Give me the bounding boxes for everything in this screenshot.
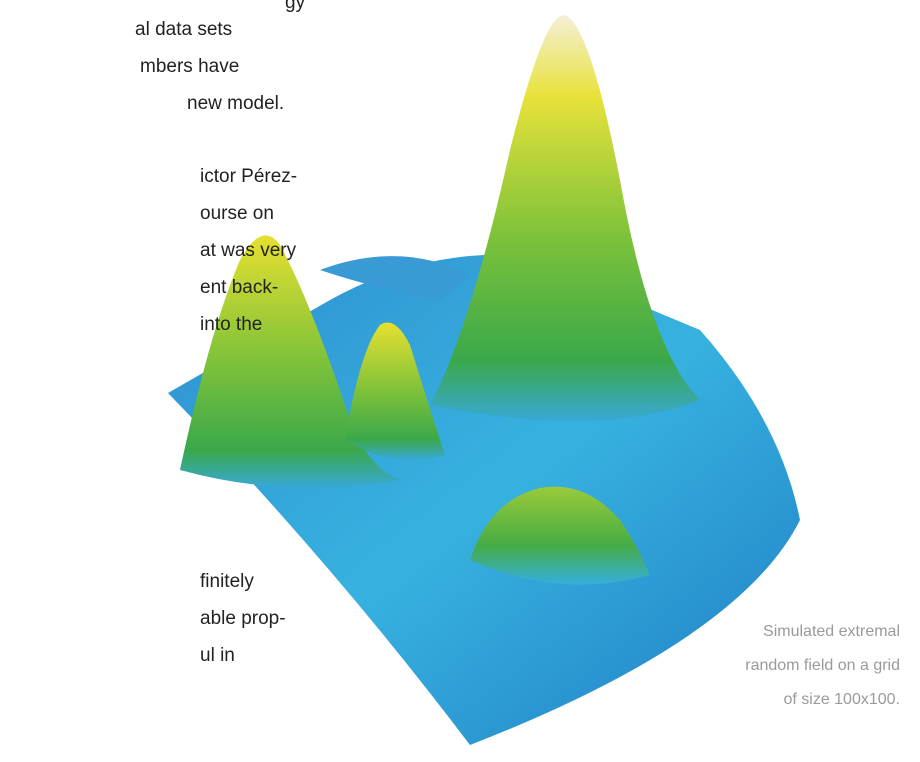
caption-line: of size 100x100. [783, 691, 900, 708]
body-line: al data sets [135, 19, 233, 40]
body-line: gy [285, 0, 306, 13]
body-line: ent back- [200, 277, 279, 298]
body-line: mbers have [140, 56, 240, 77]
body-line: new model. [187, 93, 285, 114]
surface-ridge [320, 256, 470, 300]
body-line: ul in [200, 645, 235, 666]
surface-peak [430, 14, 700, 422]
caption-line: Simulated extremal [763, 623, 900, 640]
body-line: able prop- [200, 608, 286, 629]
body-line: at was very [200, 240, 297, 261]
body-line: into the [200, 314, 263, 335]
body-line: finitely [200, 571, 254, 592]
body-line: ourse on [200, 203, 274, 224]
surface-peak [180, 235, 400, 488]
surface-peak [345, 322, 445, 460]
caption-line: random field on a grid [745, 657, 900, 674]
surface-peak [470, 486, 650, 585]
body-line: ictor Pérez- [200, 166, 298, 187]
